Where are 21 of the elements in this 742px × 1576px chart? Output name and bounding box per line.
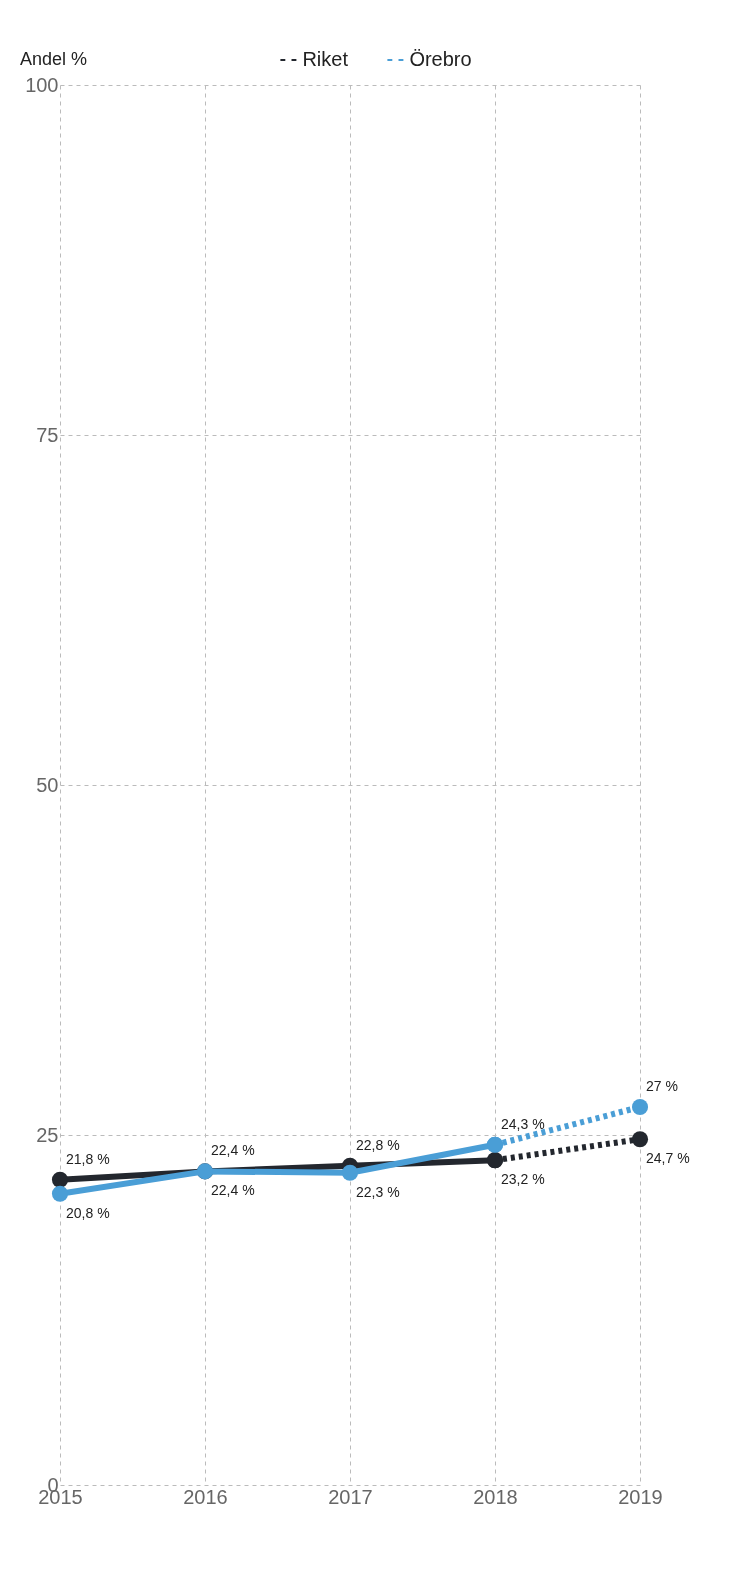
data-label: 24,7 % [646, 1150, 690, 1167]
data-label: 22,4 % [211, 1182, 255, 1199]
y-tick-label: 75 [36, 423, 59, 446]
y-tick-label: 100 [25, 73, 59, 96]
y-tick-label: 25 [36, 1123, 59, 1146]
legend-label: Riket [302, 48, 349, 70]
y-axis-title: Andel % [20, 49, 88, 69]
data-label: 24,3 % [501, 1115, 545, 1132]
data-label: 20,8 % [66, 1204, 110, 1221]
data-label: 22,8 % [356, 1136, 400, 1153]
data-label: 23,2 % [501, 1171, 545, 1188]
legend-label: Örebro [409, 48, 472, 70]
x-tick-label: 2017 [328, 1485, 373, 1508]
x-tick-label: 2016 [183, 1485, 228, 1508]
data-label: 21,8 % [66, 1150, 110, 1167]
data-label: 22,3 % [356, 1183, 400, 1200]
y-tick-label: 50 [36, 773, 59, 796]
x-tick-label: 2019 [618, 1485, 663, 1508]
data-label: 27 % [646, 1078, 678, 1094]
x-tick-label: 2018 [473, 1485, 518, 1508]
data-label: 22,4 % [211, 1142, 255, 1159]
